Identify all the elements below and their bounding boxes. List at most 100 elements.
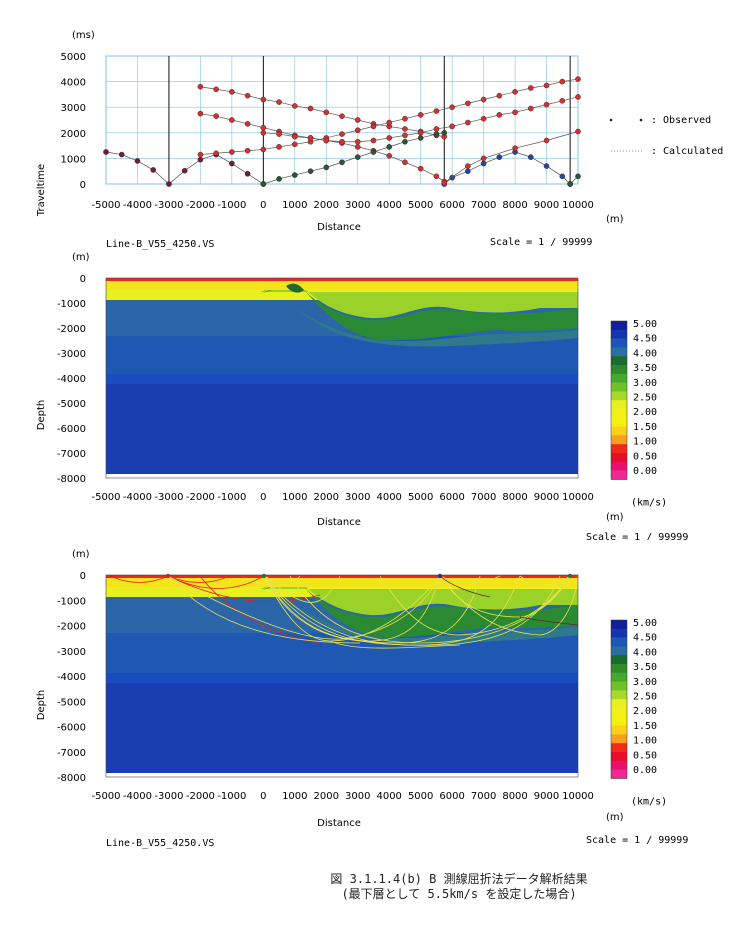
tt-observed-point [150,167,156,173]
tt-observed-point [402,159,408,166]
tt-observed-point [433,126,440,132]
tt-observed-point [480,155,487,162]
tt-observed-point [323,137,330,144]
depth-y-tick-label: -1000 [57,299,86,310]
tt-observed-point [118,151,125,158]
tt-observed-point [433,108,440,114]
tt-y-tick-label: 1000 [61,154,86,165]
tt-observed-point [213,113,219,119]
tt-observed-point [213,86,219,93]
tt-observed-point [260,124,267,131]
depth-x-tick-label: 7000 [471,492,496,503]
depth-y-tick-label: 0 [80,274,86,285]
tt-observed-point [260,130,267,136]
tt-observed-point [575,76,581,82]
tt-observed-point [402,138,408,145]
tt-observed-point [559,78,566,85]
depth-y-tick-label: -3000 [57,647,86,658]
colorbar-tick-label: 4.50 [633,334,657,345]
tt-x-tick-label: 9000 [534,200,559,211]
tt-observed-point [291,103,298,109]
tt-observed-point [166,181,172,187]
colorbar-tick-label: 4.50 [633,633,657,644]
tt-observed-point [134,158,141,164]
colorbar-swatch [611,435,627,445]
tt-observed-point [354,154,361,160]
colorbar-unit: (km/s) [631,796,667,807]
depth-x-tick-label: 10000 [562,492,594,503]
tt-observed-point [465,168,471,174]
depth-y-tick-label: -7000 [57,449,86,460]
depth-x-tick-label: 6000 [439,791,464,802]
tt-observed-point [575,128,581,135]
colorbar-tick-label: 5.00 [633,618,657,629]
scale-2: Scale = 1 / 99999 [586,532,688,540]
colorbar-swatch [611,708,627,718]
tt-observed-point [543,101,550,108]
tt-observed-point [276,99,282,105]
tt-observed-point [480,160,487,167]
tt-x-tick-label: -1000 [217,200,246,211]
colorbar-swatch [611,743,627,753]
tt-observed-point [559,173,566,180]
tt-observed-point [449,123,455,130]
colorbar-swatch [611,760,627,770]
tt-observed-point [386,153,393,159]
tt-observed-point [339,113,345,119]
depth-x-tick-label: -1000 [217,791,246,802]
tt-observed-point [370,123,377,130]
depth-x-tick-label: -4000 [123,791,152,802]
tt-xlabel: Distance [317,222,361,233]
tt-observed-point [386,119,393,126]
colorbar-tick-label: 3.50 [633,662,657,673]
depth-x-tick-label: 5000 [408,791,433,802]
tt-observed-point [496,154,503,160]
tt-observed-point [441,130,448,136]
figure-caption: 図 3.1.1.4(b) B 測線屈折法データ解析結果 (最下層として 5.5k… [0,872,748,902]
depth-x-tick-label: 5000 [408,492,433,503]
depth-x-tick-label: -5000 [91,791,120,802]
tt-observed-point [291,133,298,140]
colorbar-tick-label: 3.00 [633,677,657,688]
colorbar-tick-label: 1.00 [633,437,657,448]
depth-y-tick-label: -6000 [57,424,86,435]
vs1-x-unit: (m) [606,512,624,523]
tt-observed-point [276,176,282,182]
tt-observed-point [528,105,534,112]
tt-observed-point [197,110,204,117]
depth-x-tick-label: 4000 [376,791,401,802]
tt-observed-point [402,126,408,132]
tt-ylabel: Traveltime [36,164,47,217]
tt-observed-point [244,121,251,127]
depth-x-tick-label: 9000 [534,791,559,802]
tt-observed-point [229,89,235,95]
tt-observed-point [543,82,550,89]
colorbar-swatch [611,620,627,630]
colorbar-swatch [611,672,627,682]
colorbar-tick-label: 2.50 [633,393,657,404]
colorbar-swatch [611,409,627,419]
colorbar-1: 5.00 4.50 4.00 3.50 3.00 2.50 2.00 1.50 1.00 0.50… [610,319,667,508]
colorbar-tick-label: 4.00 [633,348,657,359]
tt-observed-point [449,104,455,110]
vs1-y-unit: (m) [72,252,90,263]
tt-x-tick-label: 5000 [408,200,433,211]
colorbar-unit: (km/s) [631,497,667,508]
tt-observed-point [559,98,566,104]
depth-y-tick-label: -7000 [57,748,86,759]
tt-observed-point [244,170,251,177]
colorbar-swatch [611,725,627,735]
tt-x-tick-label: 8000 [502,200,527,211]
tt-observed-point [354,117,361,123]
line-name-2: Line-B_V55_4250.VS [106,838,214,849]
tt-observed-point [244,147,251,154]
tt-x-tick-label: -3000 [154,200,183,211]
colorbar-swatch [611,444,627,454]
velocity-section-2: (m) [36,549,688,849]
colorbar-swatch [611,752,627,762]
tt-observed-point [465,100,471,107]
colorbar-tick-label: 0.00 [633,765,657,776]
depth-x-tick-label: -4000 [123,492,152,503]
tt-x-tick-label: 0 [260,200,266,211]
depth-y-tick-label: -4000 [57,672,86,683]
